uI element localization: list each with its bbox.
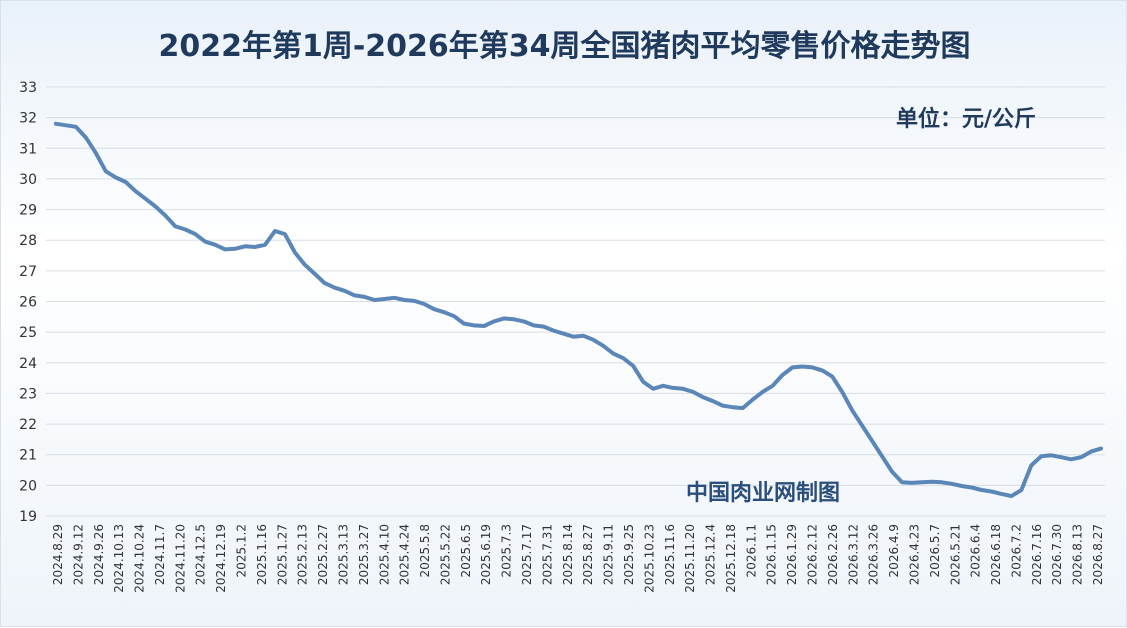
x-tick-label: 2026.7.16 xyxy=(1030,524,1044,585)
y-tick-label: 31 xyxy=(19,141,37,157)
x-tick-label: 2025.6.5 xyxy=(459,524,473,577)
x-tick-label: 2025.10.23 xyxy=(642,524,656,593)
x-tick-label: 2025.6.19 xyxy=(479,524,493,585)
x-axis-ticks: 2024.8.29 2024.9.12 2024.9.26 2024.10.13 202… xyxy=(51,524,1105,593)
series-layer xyxy=(54,121,1103,499)
x-tick-label: 2024.10.24 xyxy=(133,524,147,593)
y-tick-label: 28 xyxy=(19,233,37,249)
x-tick-label: 2026.6.4 xyxy=(969,524,983,577)
x-tick-label: 2026.3.12 xyxy=(846,524,860,585)
x-tick-label: 2026.5.21 xyxy=(948,524,962,585)
x-tick-label: 2024.9.26 xyxy=(92,524,106,585)
x-tick-label: 2025.8.14 xyxy=(561,524,575,585)
x-tick-label: 2026.4.9 xyxy=(887,524,901,577)
series-line xyxy=(54,121,1103,499)
x-tick-label: 2025.11.20 xyxy=(683,524,697,593)
x-tick-label: 2024.8.29 xyxy=(51,524,65,585)
y-tick-label: 24 xyxy=(19,356,37,372)
x-tick-label: 2024.9.12 xyxy=(71,524,85,585)
x-tick-label: 2025.1.2 xyxy=(235,524,249,577)
x-tick-label: 2025.1.16 xyxy=(255,524,269,585)
y-tick-label: 20 xyxy=(19,478,37,494)
x-tick-label: 2025.12.4 xyxy=(704,524,718,585)
x-tick-label: 2024.11.7 xyxy=(153,524,167,585)
x-tick-label: 2025.7.31 xyxy=(540,524,554,585)
x-tick-label: 2025.3.27 xyxy=(357,524,371,585)
x-tick-label: 2024.11.20 xyxy=(173,524,187,593)
watermark-label: 中国肉业网制图 xyxy=(686,481,841,506)
x-tick-label: 2026.2.12 xyxy=(806,524,820,585)
x-tick-label: 2025.5.8 xyxy=(418,524,432,577)
y-tick-label: 21 xyxy=(19,448,37,464)
x-tick-label: 2025.4.10 xyxy=(377,524,391,585)
x-tick-label: 2026.3.26 xyxy=(867,524,881,585)
y-axis-ticks: 19 20 21 22 23 24 25 26 27 28 29 30 31 32 33 xyxy=(19,80,37,525)
x-tick-label: 2025.1.27 xyxy=(275,524,289,585)
x-tick-label: 2026.7.30 xyxy=(1050,524,1064,585)
x-tick-label: 2026.1.15 xyxy=(765,524,779,585)
x-tick-label: 2024.10.13 xyxy=(112,524,126,593)
x-tick-label: 2025.8.27 xyxy=(581,524,595,585)
x-tick-label: 2026.4.23 xyxy=(907,524,921,585)
x-tick-label: 2024.12.5 xyxy=(194,524,208,585)
grid-lines xyxy=(46,86,1105,517)
x-tick-label: 2026.5.7 xyxy=(928,524,942,577)
x-tick-label: 2025.9.11 xyxy=(602,524,616,585)
x-tick-label: 2025.3.13 xyxy=(336,524,350,585)
y-tick-label: 29 xyxy=(19,203,37,219)
x-tick-label: 2025.4.24 xyxy=(398,524,412,585)
y-tick-label: 25 xyxy=(19,325,37,341)
x-tick-label: 2026.1.1 xyxy=(744,524,758,577)
y-tick-label: 30 xyxy=(19,172,37,188)
x-tick-label: 2025.7.17 xyxy=(520,524,534,585)
y-tick-label: 26 xyxy=(19,295,37,311)
x-tick-label: 2026.2.26 xyxy=(826,524,840,585)
x-tick-label: 2025.2.27 xyxy=(316,524,330,585)
chart-title: 2022年第1周-2026年第34周全国猪肉平均零售价格走势图 xyxy=(158,29,971,64)
x-tick-label: 2025.7.3 xyxy=(500,524,514,577)
y-tick-label: 19 xyxy=(19,509,37,525)
x-tick-label: 2026.8.27 xyxy=(1091,524,1105,585)
x-tick-label: 2025.12.18 xyxy=(724,524,738,593)
x-tick-label: 2025.11.6 xyxy=(663,524,677,585)
x-tick-label: 2026.7.2 xyxy=(1009,524,1023,577)
y-tick-label: 22 xyxy=(19,417,37,433)
y-tick-label: 27 xyxy=(19,264,37,280)
x-tick-label: 2025.9.25 xyxy=(622,524,636,585)
x-tick-label: 2026.1.29 xyxy=(785,524,799,585)
x-tick-label: 2024.12.19 xyxy=(214,524,228,593)
y-tick-label: 32 xyxy=(19,111,37,127)
y-tick-label: 33 xyxy=(19,80,37,96)
unit-label: 单位：元/公斤 xyxy=(896,107,1037,132)
y-tick-label: 23 xyxy=(19,386,37,402)
x-tick-label: 2026.8.13 xyxy=(1071,524,1085,585)
x-tick-label: 2025.2.13 xyxy=(296,524,310,585)
x-tick-label: 2026.6.18 xyxy=(989,524,1003,585)
x-tick-label: 2025.5.22 xyxy=(438,524,452,585)
